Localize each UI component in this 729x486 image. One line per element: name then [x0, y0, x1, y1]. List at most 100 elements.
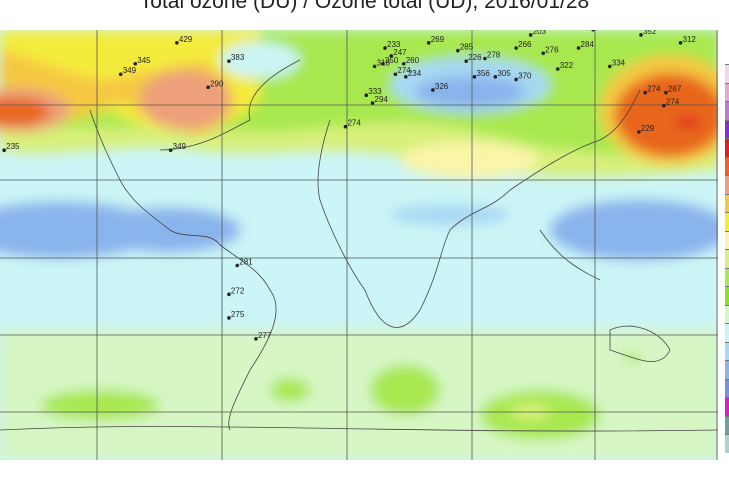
station-label: 226: [468, 53, 482, 62]
map-title: Total ozone (DU) / Ozone total (UD), 201…: [139, 0, 590, 13]
colorbar-segment: [725, 212, 729, 231]
station-marker: [678, 41, 683, 45]
colorbar-segment: [725, 378, 729, 397]
colorbar-segment: [725, 193, 729, 212]
station-marker: [364, 93, 369, 97]
colorbar-segment: [725, 360, 729, 379]
station-marker: [401, 61, 406, 66]
station-marker: [639, 33, 643, 37]
station-marker: [431, 88, 435, 92]
station-marker: [607, 64, 612, 69]
station-label: 269: [431, 35, 445, 44]
station-label: 274: [666, 98, 680, 107]
station-label: 383: [231, 53, 245, 62]
stations-layer: 2353492743493454293832903332942332473183…: [2, 30, 696, 341]
station-label: 349: [173, 142, 187, 151]
station-marker: [514, 77, 518, 82]
station-marker: [664, 90, 668, 95]
ozone-contours: [0, 30, 718, 460]
coastlines: [0, 59, 718, 432]
colorbar-segment: [725, 156, 729, 175]
station-label: 284: [581, 40, 595, 49]
station-label: 334: [612, 58, 626, 67]
graticule: [0, 30, 718, 460]
station-label: 233: [387, 40, 401, 49]
station-label: 290: [210, 79, 224, 88]
station-marker: [643, 90, 647, 95]
colorbar-segment: [725, 323, 729, 342]
station-label: 267: [668, 85, 682, 94]
station-marker: [493, 75, 498, 79]
station-label: 278: [487, 51, 501, 60]
station-label: 208: [595, 30, 609, 31]
station-marker: [576, 46, 581, 50]
station-marker: [464, 59, 468, 63]
station-label: 285: [460, 43, 474, 52]
station-label: 277: [258, 331, 272, 340]
colorbar-segment: [725, 341, 729, 360]
colorbar-segment: [725, 434, 729, 453]
station-label: 333: [368, 87, 382, 96]
station-label: 275: [231, 310, 245, 319]
station-marker: [227, 316, 231, 320]
station-label: 429: [179, 35, 193, 44]
station-label: 229: [641, 124, 655, 133]
station-label: 349: [123, 66, 137, 75]
station-marker: [227, 59, 231, 63]
station-label: 272: [231, 286, 245, 295]
station-marker: [637, 130, 641, 134]
colorbar-segment: [725, 175, 729, 194]
colorbar-segment: [725, 138, 729, 157]
station-marker: [254, 337, 258, 341]
station-label: 352: [643, 30, 657, 36]
colorbar-segment: [725, 82, 729, 101]
station-label: 305: [497, 69, 511, 78]
station-marker: [118, 72, 123, 77]
station-label: 274: [347, 119, 361, 128]
station-label: 326: [435, 82, 449, 91]
station-marker: [343, 124, 348, 129]
colorbar-segment: [725, 397, 729, 416]
station-marker: [383, 46, 387, 50]
station-label: 345: [137, 56, 151, 65]
colorbar-segment: [725, 230, 729, 249]
colorbar-segment: [725, 101, 729, 120]
ozone-map: 2353492743493454293832903332942332473183…: [0, 30, 718, 460]
station-marker: [528, 33, 533, 37]
station-marker: [483, 56, 487, 61]
station-marker: [206, 85, 210, 90]
station-marker: [227, 292, 231, 297]
station-marker: [404, 75, 408, 79]
station-marker: [393, 72, 398, 77]
station-marker: [389, 54, 394, 58]
colorbar-segment: [725, 267, 729, 286]
station-label: 203: [533, 30, 547, 36]
station-label: 235: [6, 142, 20, 151]
station-marker: [472, 75, 477, 79]
station-label: 294: [375, 95, 389, 104]
colorbar-segment: [725, 415, 729, 434]
station-label: 276: [545, 45, 559, 54]
colorbar-segment: [725, 119, 729, 138]
station-label: 260: [406, 56, 420, 65]
station-label: 322: [560, 61, 574, 70]
colorbar-segment: [725, 64, 729, 83]
station-marker: [555, 67, 560, 71]
station-label: 350: [385, 56, 399, 65]
station-label: 370: [518, 71, 532, 80]
station-label: 274: [397, 66, 411, 75]
station-marker: [514, 46, 518, 50]
station-marker: [133, 61, 138, 66]
station-label: 266: [518, 40, 532, 49]
station-marker: [175, 41, 179, 45]
station-marker: [235, 263, 240, 268]
station-marker: [372, 64, 377, 69]
station-label: 281: [239, 258, 253, 267]
station-marker: [2, 148, 6, 153]
station-marker: [381, 61, 385, 66]
station-marker: [541, 51, 545, 56]
station-marker: [426, 41, 431, 45]
station-marker: [456, 48, 460, 53]
station-label: 234: [408, 69, 422, 78]
station-marker: [662, 103, 666, 108]
